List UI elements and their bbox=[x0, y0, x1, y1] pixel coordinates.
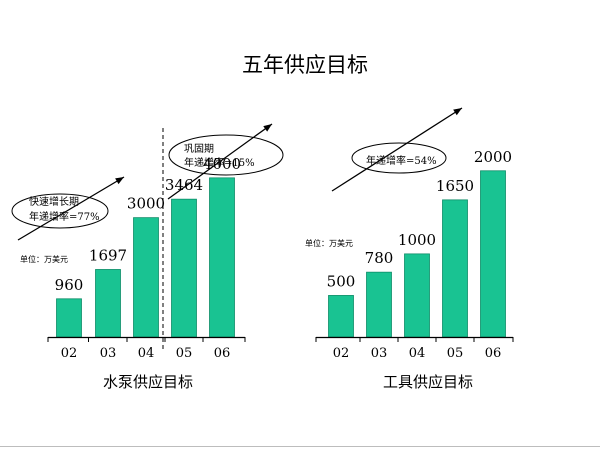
annotation-text: 巩固期 bbox=[184, 143, 214, 155]
growth-arrow-line bbox=[167, 123, 273, 200]
page-title: 五年供应目标 bbox=[242, 53, 368, 77]
bar-value-label: 780 bbox=[365, 249, 394, 267]
x-tick-label: 03 bbox=[371, 346, 388, 361]
bar-value-label: 2000 bbox=[474, 148, 512, 166]
bar-03 bbox=[366, 271, 392, 338]
bar-value-label: 1697 bbox=[89, 246, 127, 264]
x-tick-label: 04 bbox=[409, 346, 426, 361]
unit-label: 单位：万美元 bbox=[20, 254, 68, 264]
bar-02 bbox=[328, 295, 354, 338]
bar-value-label: 500 bbox=[327, 272, 356, 290]
bar-04 bbox=[404, 253, 430, 338]
growth-arrow-head-icon bbox=[263, 124, 272, 132]
x-tick-label: 05 bbox=[176, 346, 193, 361]
x-tick-label: 06 bbox=[485, 346, 502, 361]
bar-value-label: 1000 bbox=[398, 231, 436, 249]
annotation-text: 年递增率=77% bbox=[29, 210, 100, 223]
bar-value-label: 960 bbox=[55, 276, 84, 294]
annotation-ellipse bbox=[351, 142, 447, 174]
x-tick-label: 05 bbox=[447, 346, 464, 361]
bar-02 bbox=[56, 298, 82, 338]
annotation-ellipse bbox=[11, 193, 109, 229]
footer-divider bbox=[0, 446, 600, 447]
x-tick-label: 06 bbox=[214, 346, 231, 361]
annotation-text: 快速增长期 bbox=[29, 195, 79, 208]
growth-arrow-head-icon bbox=[115, 177, 124, 185]
annotation-ellipse bbox=[168, 134, 284, 176]
bar-05 bbox=[442, 199, 468, 338]
x-tick-label: 02 bbox=[61, 346, 78, 361]
annotation-text: 年递增率=54% bbox=[366, 154, 437, 167]
x-tick-label: 02 bbox=[333, 346, 350, 361]
bar-05 bbox=[171, 198, 197, 338]
x-tick-label: 04 bbox=[138, 346, 155, 361]
chart-title: 水泵供应目标 bbox=[103, 373, 193, 391]
bar-04 bbox=[133, 217, 159, 338]
bar-value-label: 3464 bbox=[165, 176, 203, 194]
growth-arrow-head-icon bbox=[453, 108, 462, 116]
chart-title: 工具供应目标 bbox=[383, 373, 473, 391]
unit-label: 单位：万美元 bbox=[305, 238, 353, 248]
growth-arrow-line bbox=[331, 107, 463, 192]
bar-03 bbox=[95, 269, 121, 338]
bar-06 bbox=[480, 170, 506, 338]
annotation-text: 年递增率=15% bbox=[184, 156, 255, 169]
bar-value-label: 1650 bbox=[436, 177, 474, 195]
bar-06 bbox=[209, 177, 235, 338]
bar-value-label: 4000 bbox=[203, 155, 241, 173]
growth-arrow-line bbox=[17, 176, 125, 241]
bar-value-label: 3000 bbox=[127, 195, 165, 213]
x-tick-label: 03 bbox=[100, 346, 117, 361]
